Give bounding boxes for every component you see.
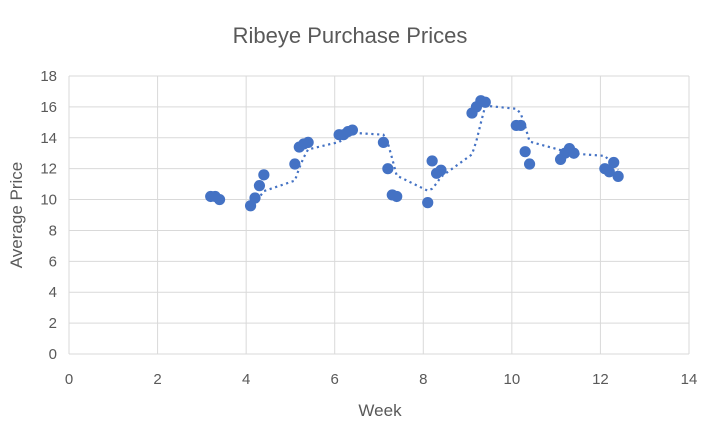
y-tick-label: 12 (40, 161, 57, 178)
x-tick-label: 0 (65, 371, 73, 388)
data-point (213, 193, 226, 206)
data-point (608, 156, 620, 169)
data-point (479, 96, 491, 108)
x-tick-label: 12 (592, 371, 609, 388)
data-point (289, 158, 301, 170)
x-tick-label: 14 (681, 371, 698, 388)
data-point (391, 190, 403, 203)
data-point (426, 155, 438, 167)
data-point (515, 119, 527, 132)
x-tick-label: 8 (419, 371, 427, 388)
data-point (249, 192, 261, 204)
x-tick-label: 2 (153, 371, 161, 388)
data-point (519, 146, 531, 158)
y-axis-title: Average Price (7, 162, 26, 268)
data-point (382, 163, 394, 175)
x-tick-label: 4 (242, 371, 250, 388)
y-tick-label: 14 (40, 130, 57, 147)
data-point (346, 124, 359, 136)
y-tick-label: 0 (49, 346, 57, 363)
data-point (603, 166, 615, 178)
y-tick-label: 4 (49, 284, 57, 301)
gridlines (68, 75, 690, 355)
y-tick-label: 16 (40, 99, 57, 116)
x-axis-title: Week (358, 401, 402, 420)
y-tick-label: 10 (40, 192, 57, 209)
data-point (612, 170, 624, 182)
x-tick-label: 6 (331, 371, 339, 388)
y-tick-label: 2 (49, 315, 57, 332)
tick-labels: 0 2 4 6 8 10 12 14 16 18 0 2 4 6 8 10 12 14 (40, 68, 697, 388)
data-points (205, 95, 624, 212)
x-tick-label: 10 (504, 371, 521, 388)
data-point (377, 136, 390, 149)
data-point (258, 169, 270, 181)
data-point (253, 180, 266, 192)
y-tick-label: 6 (49, 253, 57, 270)
data-point (523, 158, 536, 170)
chart-title: Ribeye Purchase Prices (233, 23, 468, 48)
data-point (435, 164, 447, 176)
data-point (302, 136, 314, 149)
y-tick-label: 18 (40, 68, 57, 85)
y-tick-label: 8 (49, 222, 57, 239)
data-point (422, 197, 434, 209)
data-point (568, 147, 580, 159)
